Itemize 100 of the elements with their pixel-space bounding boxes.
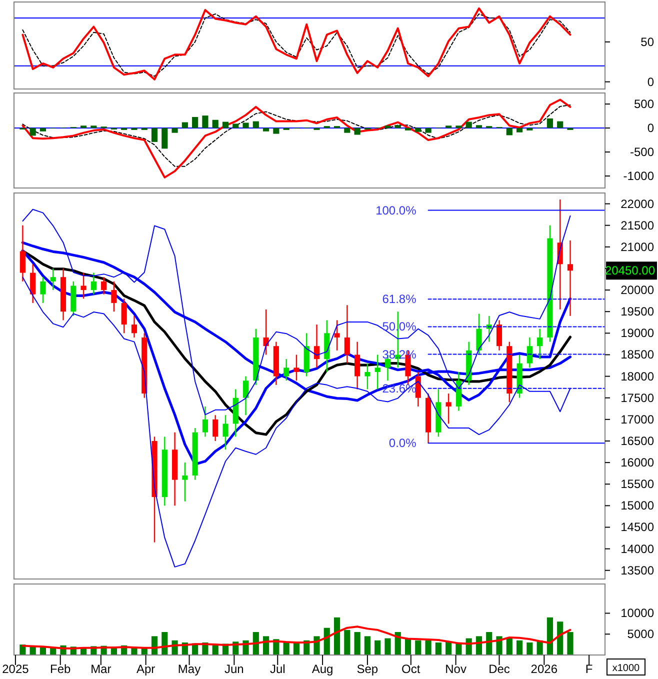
y-tick-label: 19000 [620,326,654,340]
bar [557,121,564,128]
y-tick-label: 0 [647,121,654,136]
bar [394,125,401,128]
x-tick-label: Nov [445,662,466,676]
bar [252,121,259,128]
candlestick [222,414,228,450]
x-tick-label: Oct [402,662,421,676]
bar [192,116,198,128]
y-tick-label: 17000 [620,412,654,426]
x-tick-label: Jun [224,662,244,676]
annotation: 61.8% [382,292,417,306]
bar [334,617,340,655]
bar [202,116,208,128]
candlestick [101,276,107,295]
bar [162,128,168,149]
y-tick-label: 21500 [620,218,654,232]
y-tick-label: 14000 [620,542,654,556]
x-tick-label: 2025 [2,662,30,676]
x-tick-label: Feb [50,662,72,676]
candlestick [526,336,532,368]
candlestick [50,268,56,291]
x-tick-label: Dec [488,662,510,676]
bar [446,126,452,128]
y-tick-label: 500 [634,97,654,112]
y-tick-label: 17500 [620,390,654,405]
bar [567,632,574,655]
candlestick [344,304,350,364]
y-tick-label: 16000 [620,456,654,470]
bar [425,128,432,133]
y-tick-label: -500 [630,145,654,160]
y-tick-label: 20000 [620,283,654,298]
y-axis-title: x1000 [612,663,640,674]
bar [506,638,512,655]
bar [172,128,178,133]
candlestick [314,324,320,368]
candlestick [182,462,188,502]
bar [546,118,553,128]
x-tick-label: Aug [312,662,334,676]
candlestick [374,354,380,390]
y-tick-label: -1000 [623,169,654,184]
bar [466,122,472,128]
annotation: 100.0% [376,203,417,218]
candlestick [476,313,482,356]
bar [557,622,564,655]
candlestick [334,320,340,352]
bar [516,128,523,132]
bar [364,636,370,655]
annotation: 0.0% [388,436,417,450]
candlestick [131,315,138,338]
candlestick [354,341,360,390]
x-tick-label: May [178,662,201,676]
candlestick [242,376,249,416]
x-tick-label: Mar [90,662,112,676]
annotation: 20450.00 [604,264,656,278]
candlestick [90,272,96,295]
candlestick [415,371,421,408]
y-tick-label: 13500 [620,563,654,578]
x-tick-label: Sep [356,662,378,676]
bar [425,640,432,655]
x-tick-label: Jul [270,662,286,676]
bar [354,632,360,655]
bar [90,126,97,128]
x-tick-label: 2026 [530,662,558,676]
candlestick [446,392,452,424]
candlestick [20,224,26,282]
y-tick-label: 18000 [620,369,654,384]
bar [384,126,391,128]
y-tick-label: 0 [647,74,654,89]
bar [344,128,350,133]
y-tick-label: 5000 [627,627,654,642]
candlestick [30,264,36,304]
bar [354,128,360,135]
bar [242,122,249,128]
bar [222,122,229,128]
bar [212,120,218,128]
candlestick [496,320,502,352]
bar [30,128,36,136]
bar [374,640,381,655]
bar [546,617,553,655]
bar [344,630,350,655]
candlestick [284,358,290,382]
bar [80,126,87,128]
candlestick [40,276,46,304]
bar [40,128,46,132]
candlestick [212,414,218,442]
y-tick-label: 14500 [620,520,654,534]
bar [263,128,270,132]
x-tick-label: F [585,662,593,676]
x-tick-label: Apr [136,662,156,676]
y-tick-label: 18500 [620,348,654,362]
line-series [22,98,572,178]
y-tick-label: 50 [640,34,654,49]
bar [435,642,442,655]
bar [506,128,512,136]
candlestick [111,280,117,312]
candlestick [121,298,127,334]
candlestick [80,272,86,300]
candlestick [537,328,543,360]
bar [456,126,462,128]
